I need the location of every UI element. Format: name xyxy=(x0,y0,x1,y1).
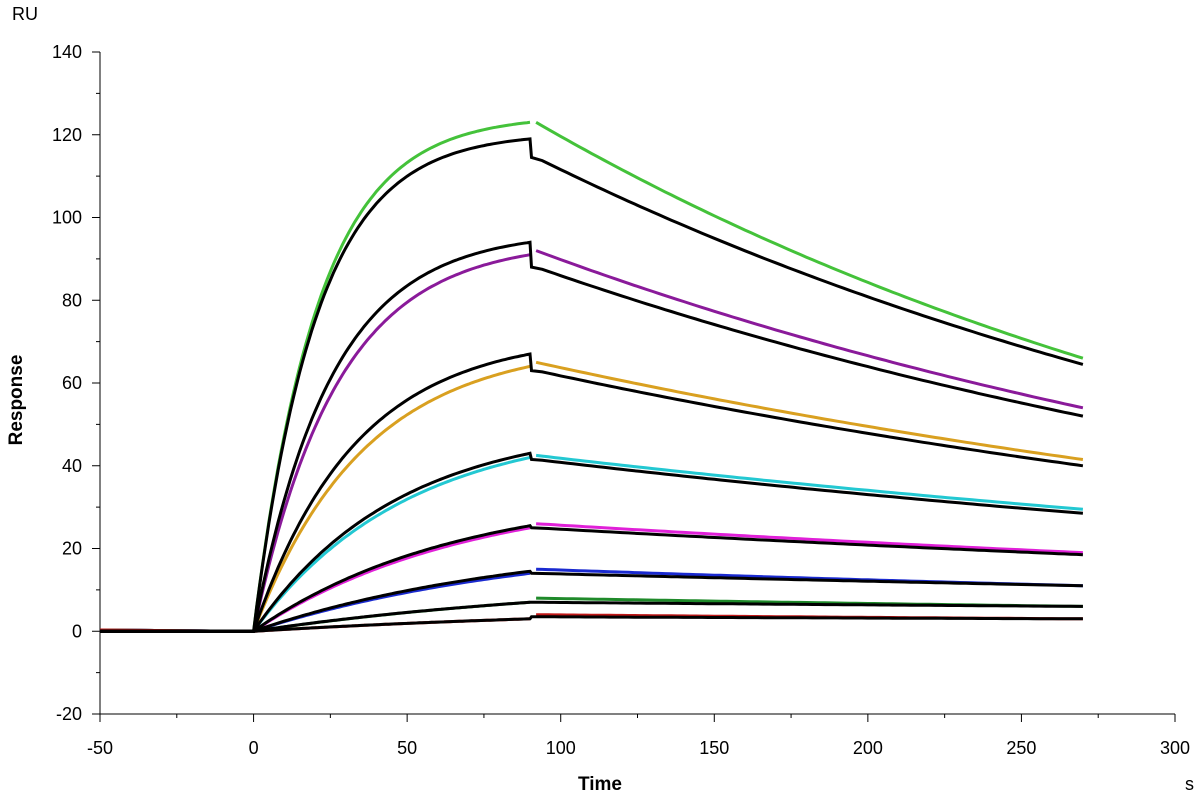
dissociation-curve xyxy=(535,249,1084,410)
x-tick-label: -50 xyxy=(87,738,113,758)
fit-curve xyxy=(100,352,1084,633)
dissociation-curve xyxy=(535,360,1084,461)
y-tick-label: 0 xyxy=(72,621,82,641)
association-curve xyxy=(252,364,531,632)
axes: -20 0 20 40 60 80 100 120 140 -50 0 50 100 150 200 250 3… xyxy=(52,42,1190,758)
x-tick-label: 0 xyxy=(249,738,259,758)
fit-curve xyxy=(100,615,1083,633)
y-tick-label: 80 xyxy=(62,290,82,310)
y-tick-label: 120 xyxy=(52,125,82,145)
dissociation-curve xyxy=(536,522,1083,555)
y-unit-label: RU xyxy=(12,4,38,24)
y-tick-label: 60 xyxy=(62,373,82,393)
fit-curves xyxy=(100,137,1084,633)
x-tick-label: 200 xyxy=(853,738,883,758)
x-tick-label: 100 xyxy=(546,738,576,758)
y-tick-label: -20 xyxy=(56,704,82,724)
y-axis-title: Response xyxy=(6,355,27,446)
association-curve xyxy=(252,253,531,632)
fit-curve xyxy=(100,600,1083,633)
x-axis-title: Time xyxy=(578,774,622,795)
y-tick-label: 100 xyxy=(52,208,82,228)
y-tick-label: 40 xyxy=(62,456,82,476)
fit-curve xyxy=(100,451,1084,633)
measured-curves xyxy=(99,120,1084,633)
fit-curve xyxy=(100,524,1083,633)
x-unit-label: s xyxy=(1185,774,1194,794)
x-tick-label: 300 xyxy=(1160,738,1190,758)
association-curve xyxy=(252,456,531,633)
fit-curve xyxy=(100,569,1083,633)
dissociation-curve xyxy=(535,121,1084,360)
x-tick-label: 250 xyxy=(1006,738,1036,758)
x-tick-label: 50 xyxy=(397,738,417,758)
y-tick-label: 20 xyxy=(62,539,82,559)
y-tick-label: 140 xyxy=(52,42,82,62)
x-tick-label: 150 xyxy=(699,738,729,758)
fit-curve xyxy=(100,240,1084,633)
dissociation-curve xyxy=(535,453,1084,511)
fit-curve xyxy=(100,137,1084,633)
